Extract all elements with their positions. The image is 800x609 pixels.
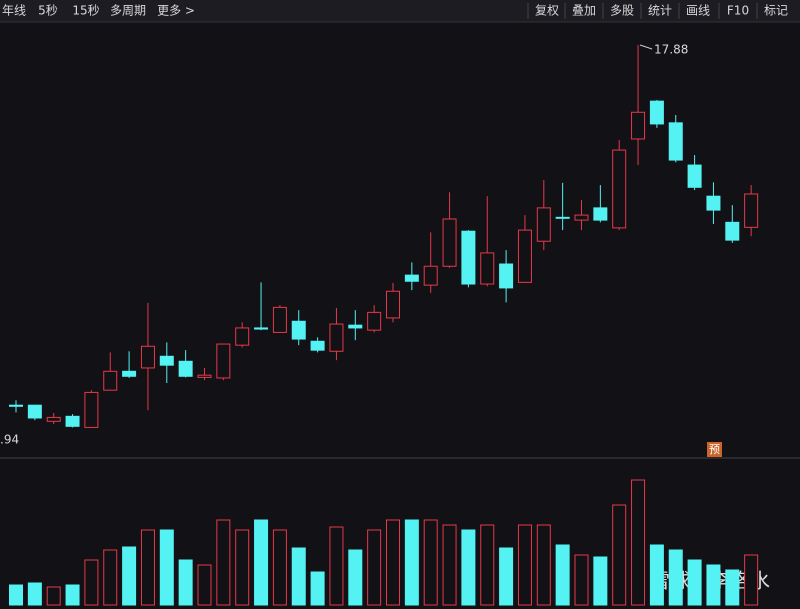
volume-bar [423,519,438,606]
toolbar-button[interactable]: 复权 [535,4,559,18]
volume-bar [668,549,683,606]
candle-body [103,370,118,391]
min-label: .94 [0,433,19,447]
candle-body [668,122,683,161]
volume-bar [272,529,287,606]
volume-bar [140,529,155,606]
volume-bar [555,544,570,606]
volume-bar [235,529,250,606]
volume-bar [649,544,664,606]
volume-bar [291,547,306,606]
volume-bar [744,554,759,606]
volume-bar [9,584,23,606]
candle-body [65,415,80,427]
candle-body [122,370,137,377]
volume-bar [122,546,137,606]
candle-body [272,306,287,333]
candle-body [423,265,438,286]
volume-bar [442,524,457,606]
candle-body [706,195,721,211]
volume-bar [461,529,476,606]
forecast-tag-text: 预 [709,443,720,456]
candle-body [140,345,155,369]
volume-bar [329,526,344,606]
volume-bar [159,529,174,606]
volume-bar [725,569,740,606]
forecast-tag [707,442,722,457]
candle-body [310,340,325,351]
candle-body [9,404,23,407]
toolbar-button[interactable]: 标记 [764,4,788,18]
volume-bar [687,559,702,606]
volume-bar [46,586,61,606]
volume-bar [499,547,514,606]
candle-body [159,355,174,366]
candle-body [725,221,740,241]
candle-body [612,149,627,229]
volume-bar [27,582,42,606]
toolbar-button[interactable]: 叠加 [572,4,596,18]
toolbar-button[interactable]: 更多 > [157,4,195,18]
candle-body [291,320,306,340]
candle-body [593,207,608,221]
volume-bar [197,564,212,606]
candle-body [329,323,344,352]
candle-body [367,311,382,331]
volume-bar [404,519,419,606]
candle-body [461,230,476,285]
volume-bar [593,556,608,606]
candle-body [197,374,212,378]
toolbar-button[interactable]: 5秒 [38,4,58,18]
volume-bar [612,504,627,606]
candle-body [536,207,551,242]
volume-bar [367,529,382,606]
volume-bar [84,559,99,606]
volume-bar [216,519,231,606]
volume-bar [536,524,551,606]
volume-bar [348,549,363,606]
toolbar-button[interactable]: 多股 [610,4,634,18]
volume-bar [480,524,495,606]
volume-bar [254,519,269,606]
candle-body [216,343,231,379]
candle-body [386,290,400,319]
volume-bar [631,479,646,606]
candle-body [254,327,269,330]
candle-body [46,416,61,422]
volume-bar [65,584,80,606]
candle-body [649,100,664,125]
candle-body [235,327,250,346]
candle-body [404,274,419,282]
volume-bar [310,571,325,606]
candle-body [687,164,702,188]
volume-bar [517,524,532,606]
max-label: 17.88 [654,43,688,57]
candle-body [442,218,457,267]
toolbar-button[interactable]: 多周期 [110,4,146,18]
toolbar-button[interactable]: 年线 [2,4,26,18]
candle-body [744,193,759,228]
candle-body [499,263,514,289]
candle-body [348,324,363,329]
volume-bar [706,564,721,606]
volume-bar [386,519,400,606]
volume-bar [178,559,193,606]
candle-body [178,360,193,377]
toolbar-button[interactable]: 15秒 [72,4,99,18]
candle-body [631,111,646,140]
candle-body [574,214,589,221]
toolbar-button[interactable]: F10 [727,4,749,18]
toolbar [0,0,800,22]
candle-body [27,404,42,419]
toolbar-button[interactable]: 画线 [686,4,710,18]
candle-body [84,391,99,428]
max-pointer [639,44,653,50]
toolbar-button[interactable]: 统计 [648,4,672,18]
volume-bar [574,554,589,606]
volume-bar [103,549,118,606]
candle-body [480,252,495,285]
candle-body [517,229,532,283]
candle-body [555,216,570,219]
